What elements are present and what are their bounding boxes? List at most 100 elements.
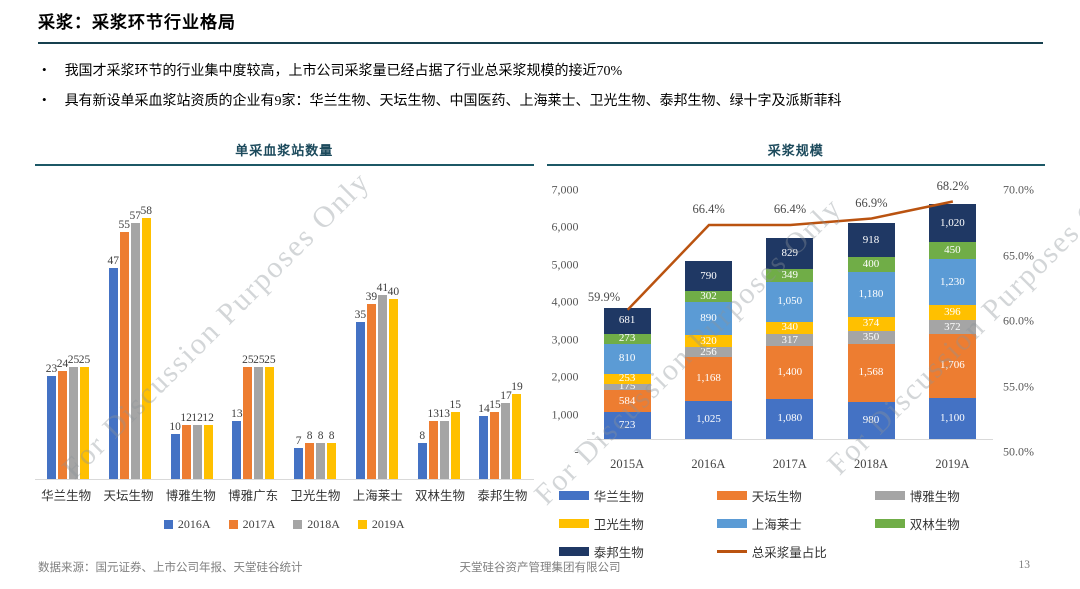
bar-value-label: 12 (191, 412, 203, 424)
bar-2018A-上海莱士: 41 (377, 282, 388, 479)
category-label: 华兰生物 (41, 489, 92, 503)
bullet-item: • 我国才采浆环节的行业集中度较高，上市公司采浆量已经占据了行业总采浆规模的接近… (42, 60, 1042, 80)
segment-value-label: 1,180 (858, 287, 884, 300)
x-axis-labels: 2015A 2016A 2017A 2018A 2019A (587, 457, 994, 472)
bar-value-label: 41 (376, 281, 389, 294)
bar-2017A-泰邦生物: 15 (489, 399, 501, 479)
segment-value-label: 1,100 (939, 411, 965, 424)
segment-value-label: 829 (781, 247, 798, 260)
bullet-item: • 具有新设单采血浆站资质的企业有9家：华兰生物、天坛生物、中国医药、上海莱士、… (42, 90, 1042, 110)
segment-上海莱士-2017A: 1,050 (766, 282, 814, 322)
bar-value-label: 13 (438, 407, 450, 420)
y-tick: 70.0% (1003, 182, 1034, 197)
segment-value-label: 1,080 (777, 412, 803, 425)
segment-value-label: 584 (618, 394, 636, 407)
bar-value-label: 8 (419, 430, 426, 442)
page-number: 13 (1018, 559, 1031, 571)
segment-value-label: 175 (618, 380, 636, 393)
segment-value-label: 374 (862, 317, 880, 330)
bar-value-label: 25 (242, 353, 254, 366)
bar-2019A-博雅生物: 12 (202, 412, 214, 479)
segment-卫光生物-2017A: 340 (766, 321, 814, 335)
y-tick: 7,000 (551, 182, 579, 197)
y-tick: 4,000 (551, 294, 579, 309)
stacked-bar-2015A: 723 584 175 253 810 273 681 (603, 308, 651, 439)
bar-2019A-上海莱士: 40 (388, 286, 399, 479)
legend-item-华兰生物: 华兰生物 (558, 486, 717, 505)
bar-2017A-卫光生物: 8 (305, 430, 315, 479)
bar-2019A-卫光生物: 8 (327, 430, 337, 479)
bar-group-上海莱士: 35 39 41 40 (355, 282, 399, 479)
bar-2018A-华兰生物: 25 (68, 354, 79, 479)
x-axis-labels: 华兰生物 天坛生物 博雅生物 博雅广东 卫光生物 上海莱士 双林生物 泰邦生物 (35, 480, 534, 504)
segment-上海莱士-2015A: 810 (603, 343, 651, 375)
segment-卫光生物-2016A: 320 (684, 335, 732, 348)
bar-group-双林生物: 8 13 13 15 (417, 399, 461, 479)
segment-value-label: 681 (618, 314, 636, 327)
bar-2019A-博雅广东: 25 (264, 354, 276, 479)
bar-value-label: 14 (478, 403, 490, 415)
bar-value-label: 8 (328, 430, 335, 442)
legend-item-2017A: 2017A (228, 517, 276, 532)
bar-2019A-天坛生物: 58 (141, 205, 152, 479)
y-tick: - (574, 444, 579, 459)
segment-value-label: 372 (944, 320, 961, 333)
title-divider (38, 42, 1043, 44)
line-point-label: 68.2% (936, 178, 969, 193)
segment-value-label: 317 (781, 333, 798, 346)
category-label: 2016A (691, 457, 726, 471)
segment-博雅生物-2017A: 317 (766, 333, 814, 347)
segment-博雅生物-2016A: 256 (684, 345, 732, 358)
bullet-list: • 我国才采浆环节的行业集中度较高，上市公司采浆量已经占据了行业总采浆规模的接近… (42, 60, 1042, 120)
charts-row: 单采血浆站数量 23 24 25 25 47 55 57 58 10 12 12 12 13 25 25 25… (35, 140, 1045, 561)
stacked-bar-plot: 723 584 175 253 810 273 681 1,025 1,168 256 320 890… (586, 178, 993, 440)
legend-item-2016A: 2016A (163, 517, 211, 532)
segment-value-label: 396 (944, 306, 961, 319)
segment-value-label: 350 (862, 330, 880, 343)
company-name: 天堂硅谷资产管理集团有限公司 (459, 562, 621, 574)
legend-item-博雅生物: 博雅生物 (874, 486, 1033, 505)
bar-2016A-泰邦生物: 14 (478, 403, 490, 479)
legend-item-天坛生物: 天坛生物 (716, 486, 875, 505)
segment-天坛生物-2015A: 584 (603, 390, 651, 412)
legend-item-泰邦生物: 泰邦生物 (558, 542, 717, 561)
bar-value-label: 25 (67, 353, 80, 366)
stacked-bar-2016A: 1,025 1,168 256 320 890 302 790 (684, 261, 732, 439)
category-label: 天坛生物 (103, 489, 154, 503)
legend-label: 2019A (371, 517, 405, 531)
bar-value-label: 13 (427, 407, 439, 420)
bullet-dot: • (42, 92, 47, 107)
legend-label: 华兰生物 (593, 490, 644, 504)
segment-华兰生物-2015A: 723 (603, 411, 651, 439)
segment-value-label: 810 (618, 352, 636, 365)
bar-value-label: 15 (489, 398, 501, 411)
bar-value-label: 15 (449, 398, 461, 411)
chart-plasma-scale: 采浆规模 7,000 6,000 5,000 4,000 3,000 2,000 1,000… (546, 140, 1046, 561)
bar-2019A-双林生物: 15 (449, 399, 461, 479)
bar-2019A-泰邦生物: 19 (511, 381, 523, 479)
category-label: 博雅广东 (228, 489, 279, 503)
legend-label: 2018A (307, 517, 340, 531)
legend-label: 2017A (242, 517, 276, 531)
bar-2017A-博雅广东: 25 (242, 354, 254, 479)
bar-2016A-卫光生物: 7 (294, 435, 304, 479)
segment-value-label: 256 (700, 345, 717, 358)
segment-泰邦生物-2017A: 829 (766, 238, 814, 270)
y-tick: 50.0% (1003, 444, 1034, 459)
segment-天坛生物-2016A: 1,168 (684, 356, 732, 401)
bar-2019A-华兰生物: 25 (79, 354, 90, 479)
bar-2016A-博雅生物: 10 (169, 421, 181, 479)
plot-area: 7,000 6,000 5,000 4,000 3,000 2,000 1,000 - 723… (547, 178, 1046, 459)
legend-swatch (716, 519, 747, 528)
y-axis-right: 70.0% 65.0% 60.0% 55.0% 50.0% (993, 178, 1045, 459)
segment-value-label: 400 (862, 258, 880, 271)
bar-value-label: 17 (500, 389, 512, 402)
stacked-bar-2018A: 980 1,568 350 374 1,180 400 918 (847, 223, 895, 439)
segment-上海莱士-2016A: 890 (684, 302, 732, 336)
bar-2016A-双林生物: 8 (417, 430, 427, 479)
legend: 华兰生物 天坛生物 博雅生物 卫光生物 上海莱士 双林生物 泰邦生物 总采浆量占比 (547, 486, 1046, 561)
bar-2017A-博雅生物: 12 (180, 412, 192, 479)
segment-value-label: 1,168 (696, 372, 721, 385)
bar-2018A-泰邦生物: 17 (500, 390, 512, 479)
